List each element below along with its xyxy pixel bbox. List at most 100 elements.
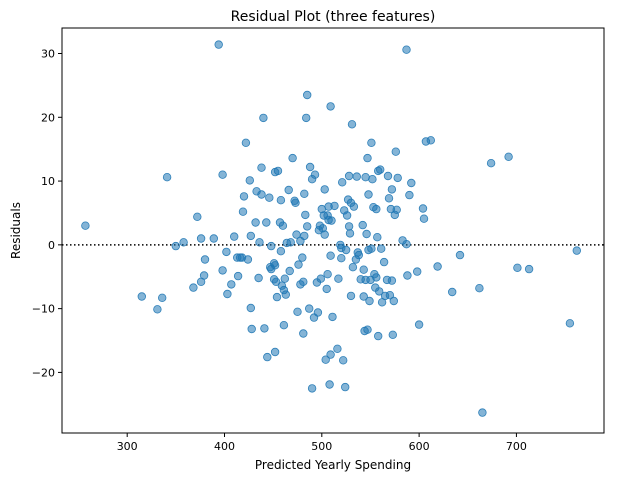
data-point	[284, 185, 293, 195]
data-point	[299, 329, 308, 338]
data-point	[246, 303, 255, 313]
data-point	[260, 324, 269, 333]
data-point	[326, 102, 335, 111]
data-point	[300, 189, 309, 198]
plot-frame	[61, 27, 605, 434]
y-tick-label: −10	[32, 303, 55, 316]
y-axis-ticks: −20 −10 0 10 20 30	[32, 48, 62, 379]
data-point	[265, 193, 274, 202]
x-tick-label: 700	[506, 440, 527, 453]
data-point	[320, 185, 329, 194]
data-point	[273, 166, 283, 176]
data-point	[572, 246, 581, 255]
data-point	[294, 260, 303, 269]
data-point	[271, 277, 281, 286]
data-point	[241, 138, 251, 147]
data-point	[402, 45, 411, 54]
data-point	[279, 321, 289, 330]
y-axis-label: Residuals	[9, 202, 23, 259]
data-point	[179, 238, 188, 247]
data-point	[402, 239, 411, 249]
data-point	[302, 113, 311, 123]
data-point	[263, 352, 272, 362]
data-point	[303, 90, 312, 100]
data-point	[383, 171, 393, 181]
x-tick-label: 600	[409, 440, 430, 453]
scatter-points	[81, 40, 581, 417]
data-point	[310, 170, 320, 179]
data-point	[504, 152, 513, 161]
data-point	[157, 293, 167, 302]
data-point	[364, 190, 373, 199]
data-point	[385, 291, 395, 300]
data-point	[209, 234, 218, 243]
data-point	[363, 153, 372, 163]
x-axis-label: Predicted Yearly Spending	[255, 458, 411, 472]
data-point	[316, 274, 325, 283]
data-point	[363, 325, 372, 334]
data-point	[342, 211, 352, 220]
data-point	[455, 250, 465, 260]
data-point	[257, 190, 266, 199]
data-point	[276, 195, 286, 205]
data-point	[276, 246, 286, 256]
chart-title: Residual Plot (three features)	[231, 9, 436, 25]
data-point	[270, 261, 280, 270]
data-point	[374, 331, 383, 341]
data-point	[391, 147, 400, 156]
data-point	[389, 296, 398, 306]
data-point	[338, 178, 347, 187]
data-point	[227, 280, 236, 289]
data-point	[300, 231, 309, 241]
data-point	[372, 204, 381, 214]
data-point	[365, 296, 374, 306]
data-point	[285, 266, 294, 276]
data-point	[349, 202, 359, 211]
data-point	[286, 238, 295, 247]
data-point	[513, 263, 522, 272]
data-point	[305, 304, 314, 313]
data-point	[486, 158, 496, 168]
data-point	[426, 136, 435, 145]
data-point	[162, 172, 172, 182]
data-point	[137, 292, 146, 301]
y-tick-label: −20	[32, 366, 55, 379]
data-point	[418, 204, 428, 213]
data-point	[337, 254, 346, 263]
data-point	[375, 287, 384, 296]
data-point	[339, 356, 348, 365]
data-point	[328, 312, 337, 322]
data-point	[321, 355, 330, 364]
data-point	[303, 222, 312, 231]
data-point	[326, 350, 335, 359]
data-point	[278, 221, 288, 230]
data-point	[239, 192, 249, 201]
data-point	[327, 216, 336, 225]
x-tick-label: 500	[311, 440, 332, 453]
data-point	[345, 229, 355, 238]
data-point	[222, 247, 231, 257]
data-point	[376, 165, 385, 174]
data-point	[475, 284, 484, 293]
data-point	[323, 270, 332, 279]
data-point	[344, 171, 354, 181]
data-point	[334, 274, 343, 283]
x-tick-label: 300	[117, 440, 138, 453]
data-point	[81, 221, 90, 230]
data-point	[384, 194, 394, 203]
data-point	[407, 178, 416, 188]
data-point	[322, 284, 331, 294]
data-point	[247, 324, 256, 334]
data-point	[414, 320, 424, 329]
data-point	[388, 330, 397, 339]
data-point	[373, 232, 382, 242]
data-point	[251, 218, 260, 227]
data-point	[387, 185, 397, 194]
data-point	[199, 271, 209, 280]
data-point	[254, 273, 263, 283]
data-point	[272, 292, 282, 302]
plot-background	[62, 28, 604, 433]
data-point	[301, 210, 310, 220]
data-point	[305, 162, 315, 172]
data-point	[313, 308, 323, 317]
